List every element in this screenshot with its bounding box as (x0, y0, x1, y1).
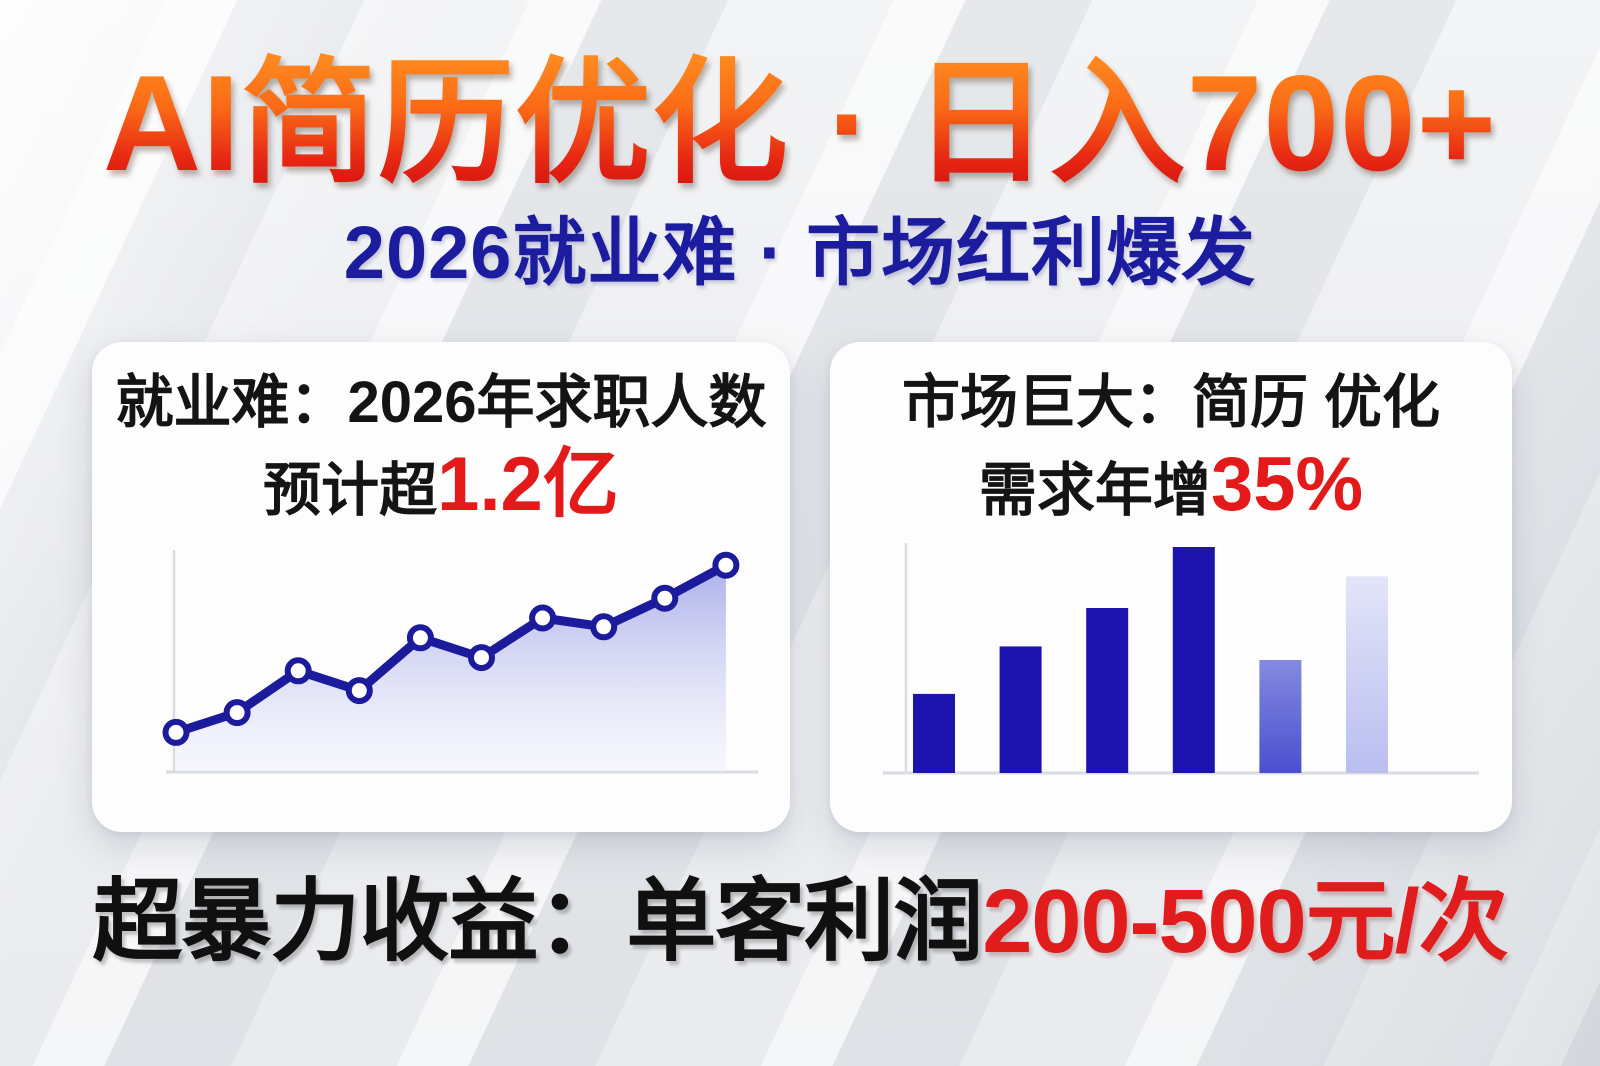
employment-card-heading: 就业难：2026年求职人数 预计超1.2亿 (92, 368, 790, 531)
line-chart-marker (406, 624, 434, 652)
bar (1172, 547, 1215, 773)
line-chart-marker (651, 584, 679, 612)
bar (913, 693, 955, 773)
line-chart-line (171, 560, 731, 737)
employment-heading-line1: 就业难：2026年求职人数 (115, 370, 767, 435)
employment-heading-prefix: 预计超 (263, 457, 438, 523)
line-chart-marker (468, 644, 495, 672)
job-seekers-line-chart (162, 550, 758, 774)
market-heading-line2: 需求年增35% (830, 439, 1512, 532)
line-chart-marker (223, 699, 251, 727)
market-heading-highlight: 35% (1210, 441, 1364, 527)
market-size-card: 市场巨大：简历 优化 需求年增35% (830, 342, 1512, 832)
line-chart-marker (345, 677, 373, 705)
bar (1346, 576, 1388, 773)
market-card-heading: 市场巨大：简历 优化 需求年增35% (830, 368, 1512, 531)
line-chart-marker (284, 657, 312, 685)
employment-heading-line2: 预计超1.2亿 (92, 439, 790, 532)
line-chart-marker (590, 613, 618, 641)
employment-heading-highlight: 1.2亿 (437, 441, 619, 527)
profit-banner-prefix: 超暴力收益：单客利润 (92, 872, 983, 972)
profit-banner-highlight: 200-500元/次 (982, 872, 1508, 972)
main-title: AI简历优化 · 日入700+ (0, 52, 1600, 195)
subtitle: 2026就业难 · 市场红利爆发 (343, 211, 1257, 294)
line-chart-area-fill (176, 565, 726, 772)
demand-growth-bar-chart (883, 543, 1479, 775)
line-chart-marker (162, 718, 190, 746)
employment-difficulty-card: 就业难：2026年求职人数 预计超1.2亿 (92, 342, 790, 832)
line-chart-marker (529, 604, 557, 632)
market-heading-line1: 市场巨大：简历 优化 (901, 370, 1441, 435)
bar (1086, 608, 1129, 773)
market-heading-prefix: 需求年增 (978, 457, 1211, 523)
bar (1259, 660, 1302, 773)
bar (999, 646, 1042, 773)
line-chart-marker (712, 551, 740, 579)
profit-banner: 超暴力收益：单客利润200-500元/次 (0, 868, 1600, 976)
